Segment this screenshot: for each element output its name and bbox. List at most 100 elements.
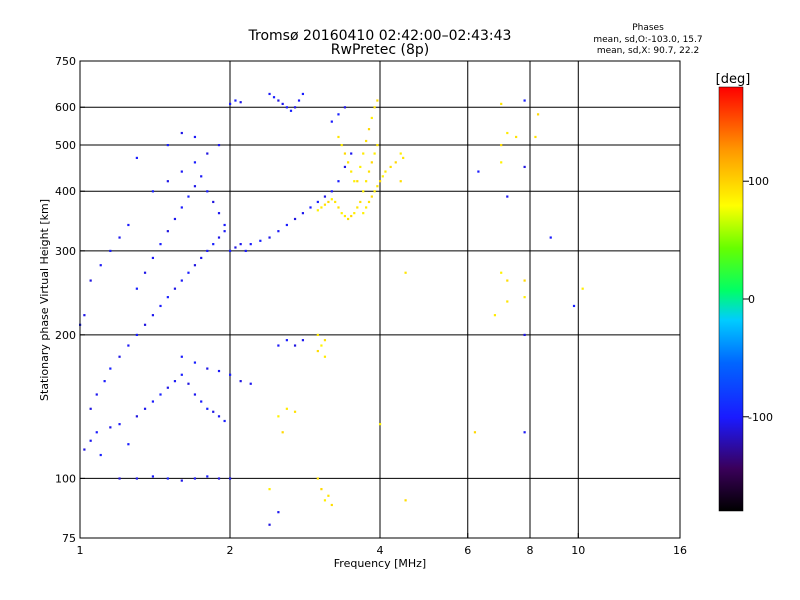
data-point <box>500 161 503 164</box>
data-point <box>118 236 121 239</box>
data-point <box>127 344 130 347</box>
x-tick-label: 10 <box>571 544 585 557</box>
data-point <box>135 156 138 160</box>
data-point <box>362 212 365 215</box>
data-point <box>223 223 226 227</box>
y-tick-label: 400 <box>55 185 76 198</box>
data-point <box>381 175 384 178</box>
data-point <box>320 488 323 491</box>
data-point <box>166 180 169 183</box>
data-point <box>193 264 197 267</box>
data-point <box>217 236 221 239</box>
data-point <box>99 264 102 267</box>
chart-title-line1: Tromsø 20160410 02:42:00–02:43:43 <box>248 28 512 44</box>
data-point <box>316 200 319 204</box>
data-point <box>193 361 197 364</box>
data-point <box>301 92 305 96</box>
data-point <box>330 190 333 193</box>
data-point <box>515 135 518 139</box>
data-point <box>549 236 552 239</box>
data-point <box>187 382 190 385</box>
data-point <box>173 380 177 383</box>
colorbar-unit: [deg] <box>716 72 751 87</box>
data-point <box>356 206 359 209</box>
data-point <box>268 488 271 491</box>
data-point <box>212 243 215 246</box>
data-point <box>206 190 209 193</box>
data-point <box>297 99 301 102</box>
data-point <box>399 180 402 183</box>
data-point <box>536 113 540 116</box>
data-point <box>330 503 333 507</box>
data-point <box>506 300 509 303</box>
x-tick-label: 1 <box>77 544 84 557</box>
data-point <box>180 131 183 135</box>
chart-title-line2: RwPretec (8p) <box>331 42 429 58</box>
data-point <box>293 344 297 347</box>
data-point <box>229 249 232 253</box>
data-point <box>143 323 147 326</box>
data-point <box>285 106 288 109</box>
data-point <box>212 200 215 204</box>
data-point <box>404 499 407 502</box>
data-point <box>523 333 526 337</box>
data-point <box>365 206 368 209</box>
data-point <box>95 393 98 396</box>
x-tick-label: 4 <box>377 544 384 557</box>
data-point <box>337 113 340 116</box>
data-point <box>151 314 155 317</box>
data-point <box>346 217 350 221</box>
data-point <box>316 349 319 353</box>
data-point <box>323 339 327 342</box>
data-point <box>99 453 102 457</box>
data-point <box>373 106 376 109</box>
data-point <box>229 102 232 106</box>
data-point <box>477 170 480 173</box>
data-point <box>343 165 347 169</box>
data-point <box>327 200 330 204</box>
data-point <box>193 135 197 139</box>
data-point <box>523 431 526 434</box>
data-point <box>281 431 284 434</box>
data-point <box>159 304 162 308</box>
data-point <box>151 400 155 403</box>
stats-label: Phases <box>632 23 664 33</box>
points-layer <box>79 92 584 526</box>
data-point <box>493 314 497 317</box>
data-point <box>180 479 183 482</box>
data-point <box>394 161 397 164</box>
data-point <box>166 143 169 147</box>
data-point <box>353 180 356 183</box>
data-point <box>534 135 537 139</box>
data-point <box>316 477 319 480</box>
y-tick-label: 750 <box>55 55 76 68</box>
data-point <box>343 152 347 155</box>
data-point <box>109 367 112 370</box>
data-point <box>370 161 373 164</box>
data-point <box>118 423 121 426</box>
data-point <box>166 230 169 233</box>
data-point <box>523 99 526 102</box>
data-point <box>359 200 362 204</box>
data-point <box>581 287 584 290</box>
data-point <box>83 314 86 317</box>
data-point <box>206 407 209 410</box>
data-point <box>187 271 190 274</box>
data-point <box>249 382 252 385</box>
data-point <box>506 195 509 198</box>
data-point <box>206 367 209 370</box>
data-point <box>239 101 242 104</box>
data-point <box>259 239 262 242</box>
data-point <box>334 200 337 204</box>
data-point <box>151 475 155 478</box>
data-point <box>173 217 177 221</box>
colorbar-tick-label: -100 <box>748 411 773 424</box>
data-point <box>135 415 138 418</box>
data-point <box>285 339 288 342</box>
data-point <box>473 431 477 434</box>
data-point <box>359 165 362 169</box>
data-point <box>180 206 183 209</box>
data-point <box>159 243 162 246</box>
data-point <box>320 206 323 209</box>
data-point <box>143 271 147 274</box>
